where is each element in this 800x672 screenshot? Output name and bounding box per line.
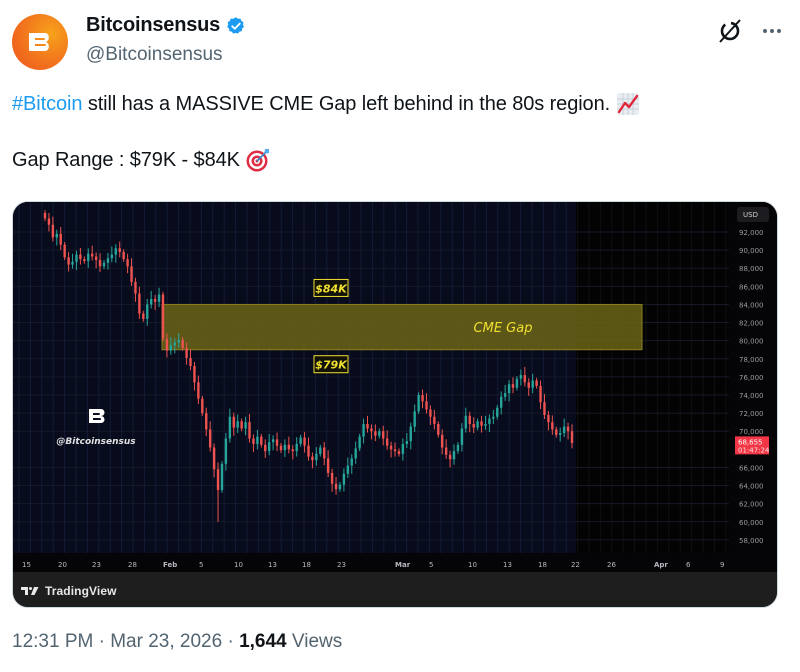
svg-text:64,000: 64,000 xyxy=(739,483,764,491)
tweet-line-1: #Bitcoin still has a MASSIVE CME Gap lef… xyxy=(12,90,792,118)
svg-text:10: 10 xyxy=(468,561,477,569)
svg-text:82,000: 82,000 xyxy=(739,320,764,328)
svg-text:22: 22 xyxy=(571,561,580,569)
svg-text:6: 6 xyxy=(686,561,691,569)
svg-text:58,000: 58,000 xyxy=(739,537,764,545)
svg-text:5: 5 xyxy=(199,561,203,569)
more-dot-icon xyxy=(777,29,781,33)
tradingview-logo-icon xyxy=(21,586,39,595)
tweet-date-link[interactable]: Mar 23, 2026 xyxy=(110,631,223,652)
svg-text:01:47:24: 01:47:24 xyxy=(738,446,770,454)
tweet-line-2: Gap Range : $79K - $84K xyxy=(12,146,792,174)
svg-text:10: 10 xyxy=(234,561,243,569)
author-display-name[interactable]: Bitcoinsensus xyxy=(86,14,221,36)
svg-text:78,000: 78,000 xyxy=(739,356,764,364)
svg-text:@Bitcoinsensus: @Bitcoinsensus xyxy=(56,437,136,447)
meta-separator: · xyxy=(222,631,240,652)
tweet-header: Bitcoinsensus @Bitcoinsensus xyxy=(10,12,790,72)
svg-text:5: 5 xyxy=(429,561,433,569)
svg-text:9: 9 xyxy=(720,561,724,569)
svg-text:Feb: Feb xyxy=(163,561,177,569)
svg-text:60,000: 60,000 xyxy=(739,519,764,527)
svg-text:88,000: 88,000 xyxy=(739,265,764,273)
grok-button[interactable] xyxy=(717,18,743,44)
more-options-button[interactable] xyxy=(759,18,785,44)
svg-text:66,000: 66,000 xyxy=(739,464,764,472)
svg-text:26: 26 xyxy=(607,561,616,569)
hashtag-link[interactable]: #Bitcoin xyxy=(12,93,83,115)
grok-icon xyxy=(719,19,741,43)
views-label: Views xyxy=(286,631,343,652)
svg-text:80,000: 80,000 xyxy=(739,338,764,346)
svg-text:13: 13 xyxy=(503,561,512,569)
tweet-meta: 12:31 PM · Mar 23, 2026 · 1,644 Views xyxy=(12,631,342,653)
price-chart: CME Gap $84K $79K @Bitcoinsensus USD 92,000 90… xyxy=(13,202,777,572)
more-dot-icon xyxy=(763,29,767,33)
tweet-line-2-text: Gap Range : $79K - $84K xyxy=(12,149,240,171)
svg-text:76,000: 76,000 xyxy=(739,374,764,382)
svg-text:70,000: 70,000 xyxy=(739,428,764,436)
svg-text:90,000: 90,000 xyxy=(739,247,764,255)
svg-text:74,000: 74,000 xyxy=(739,392,764,400)
svg-text:13: 13 xyxy=(268,561,277,569)
svg-text:USD: USD xyxy=(743,211,758,219)
svg-text:86,000: 86,000 xyxy=(739,283,764,291)
author-name-row: Bitcoinsensus xyxy=(86,14,246,37)
svg-text:18: 18 xyxy=(538,561,547,569)
direct-hit-emoji-icon xyxy=(246,149,269,172)
verified-badge-icon xyxy=(227,16,245,34)
tradingview-brand-label: TradingView xyxy=(45,583,117,598)
views-count: 1,644 xyxy=(239,631,287,652)
svg-text:Mar: Mar xyxy=(395,561,411,569)
tweet-media-image[interactable]: CME Gap $84K $79K @Bitcoinsensus USD 92,000 90… xyxy=(12,201,778,608)
svg-text:28: 28 xyxy=(128,561,137,569)
meta-separator: · xyxy=(93,631,111,652)
svg-text:CME Gap: CME Gap xyxy=(474,321,533,336)
more-dot-icon xyxy=(770,29,774,33)
avatar[interactable] xyxy=(12,14,68,70)
svg-text:23: 23 xyxy=(337,561,346,569)
svg-text:Apr: Apr xyxy=(654,561,668,569)
svg-text:$79K: $79K xyxy=(315,359,348,372)
svg-text:$84K: $84K xyxy=(315,282,348,295)
svg-text:18: 18 xyxy=(302,561,311,569)
svg-text:68,655: 68,655 xyxy=(738,438,763,446)
candlestick-chart: CME Gap$84K$79K@BitcoinsensusUSD92,00090… xyxy=(13,202,777,572)
tweet-line-1-text: still has a MASSIVE CME Gap left behind … xyxy=(82,93,611,115)
tweet-time-link[interactable]: 12:31 PM xyxy=(12,631,94,652)
svg-text:92,000: 92,000 xyxy=(739,229,764,237)
svg-text:15: 15 xyxy=(22,561,31,569)
svg-text:72,000: 72,000 xyxy=(739,410,764,418)
tweet-text: #Bitcoin still has a MASSIVE CME Gap lef… xyxy=(12,90,792,174)
svg-text:84,000: 84,000 xyxy=(739,301,764,309)
chart-increasing-emoji-icon xyxy=(617,93,640,115)
svg-text:23: 23 xyxy=(92,561,101,569)
bitcoinsensus-logo-icon xyxy=(29,33,49,51)
author-handle[interactable]: @Bitcoinsensus xyxy=(86,44,223,65)
svg-text:62,000: 62,000 xyxy=(739,501,764,509)
tradingview-footer: TradingView xyxy=(13,572,777,607)
svg-text:20: 20 xyxy=(58,561,67,569)
